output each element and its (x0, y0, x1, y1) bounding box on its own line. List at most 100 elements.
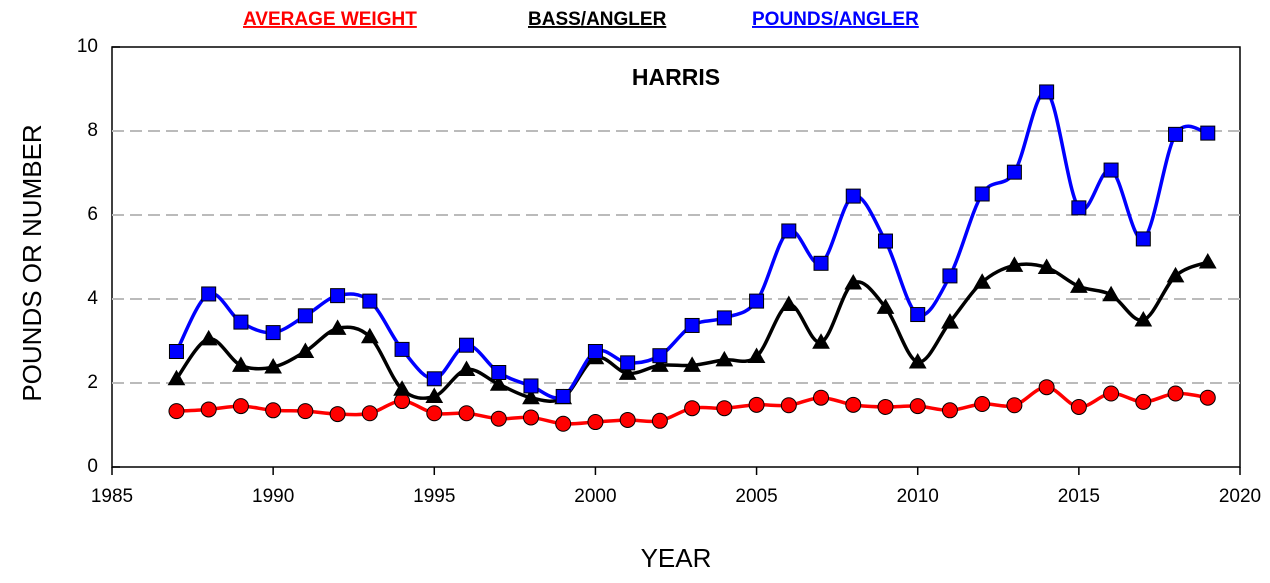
marker (555, 388, 571, 404)
marker (1069, 277, 1088, 293)
marker (1167, 385, 1184, 402)
marker (491, 365, 507, 380)
marker (973, 273, 992, 289)
marker (1168, 126, 1184, 142)
marker (426, 371, 442, 387)
marker (330, 288, 346, 304)
marker (620, 355, 636, 371)
marker (265, 402, 282, 419)
marker (1134, 310, 1153, 327)
marker (523, 378, 539, 394)
marker (297, 403, 314, 420)
marker (651, 356, 669, 372)
marker (362, 293, 378, 309)
x-tick-label: 2005 (735, 486, 777, 507)
marker (877, 398, 894, 415)
marker (684, 317, 700, 333)
marker (1135, 231, 1151, 247)
marker (328, 319, 347, 335)
marker (876, 298, 895, 314)
marker (522, 409, 539, 426)
marker (1071, 200, 1087, 216)
marker (232, 356, 250, 372)
marker (716, 400, 733, 417)
marker (201, 286, 217, 302)
marker (845, 188, 861, 204)
marker (522, 388, 540, 405)
marker (910, 307, 926, 323)
marker (684, 400, 701, 417)
marker (844, 274, 863, 290)
marker (1006, 164, 1022, 180)
marker (1037, 258, 1056, 274)
y-tick-label: 2 (87, 372, 98, 393)
marker (1199, 389, 1216, 406)
marker (167, 369, 186, 386)
marker (1198, 253, 1217, 269)
marker (459, 337, 475, 353)
marker (1102, 285, 1120, 302)
marker (297, 308, 313, 324)
marker (618, 364, 637, 380)
marker (974, 186, 990, 202)
marker (360, 327, 379, 344)
marker (845, 396, 862, 413)
marker (715, 350, 734, 367)
y-tick-label: 0 (87, 456, 98, 477)
marker (813, 255, 829, 271)
marker (909, 398, 926, 415)
x-tick-label: 2010 (897, 486, 939, 507)
marker (426, 405, 443, 422)
y-axis-label: POUNDS OR NUMBER (17, 124, 47, 401)
x-tick-label: 1990 (252, 486, 294, 507)
marker (490, 410, 507, 427)
marker (393, 380, 411, 396)
marker (780, 397, 797, 414)
x-axis-label: YEAR (641, 543, 712, 573)
marker (168, 403, 185, 420)
marker (232, 398, 249, 415)
marker (233, 314, 249, 330)
x-tick-label: 2020 (1219, 486, 1261, 507)
marker (813, 389, 830, 406)
y-tick-label: 8 (87, 120, 98, 141)
marker (1135, 393, 1152, 410)
marker (1103, 162, 1119, 178)
marker (199, 329, 218, 346)
marker (1006, 397, 1023, 414)
plot-frame (111, 46, 1241, 468)
marker (265, 325, 281, 341)
marker (877, 233, 893, 249)
marker (587, 414, 604, 431)
y-tick-label: 6 (87, 204, 98, 225)
legend-entry: BASS/ANGLER (528, 9, 667, 30)
marker (747, 347, 766, 364)
marker (168, 344, 184, 359)
x-tick-label: 1985 (91, 486, 133, 507)
marker (1039, 84, 1055, 100)
marker (908, 352, 927, 369)
marker (652, 348, 668, 364)
marker (361, 405, 378, 422)
marker (1103, 385, 1120, 402)
marker (683, 356, 701, 372)
marker (1038, 379, 1055, 396)
y-tick-label: 10 (77, 36, 98, 57)
marker (781, 223, 797, 239)
marker (748, 396, 765, 413)
x-tick-label: 2000 (574, 486, 616, 507)
marker (974, 396, 991, 412)
marker (812, 333, 830, 349)
marker (941, 313, 959, 329)
marker (749, 293, 765, 309)
marker (651, 412, 668, 429)
marker (264, 358, 283, 374)
marker (1005, 256, 1024, 272)
marker (394, 341, 410, 357)
marker (555, 415, 572, 432)
marker (941, 402, 958, 419)
marker (587, 344, 603, 359)
marker (425, 387, 444, 403)
marker (329, 406, 346, 423)
marker (1166, 266, 1185, 283)
